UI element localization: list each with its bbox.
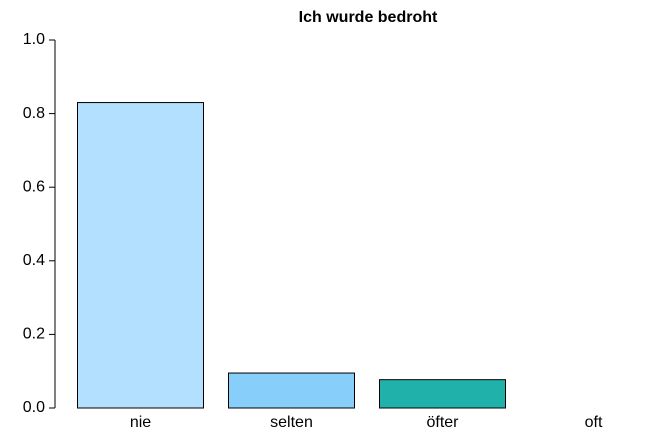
y-tick-label: 1.0 (23, 31, 45, 48)
y-tick-label: 0.4 (23, 252, 45, 269)
y-tick-label: 0.0 (23, 399, 45, 416)
bar (228, 372, 355, 409)
y-tick-label: 0.6 (23, 178, 45, 195)
bar (379, 379, 506, 409)
y-tick-label: 0.8 (23, 105, 45, 122)
x-tick-label: nie (130, 414, 151, 431)
bar (77, 102, 204, 409)
chart-title: Ich wurde bedroht (299, 9, 438, 26)
y-tick-label: 0.2 (23, 326, 45, 343)
x-tick-label: oft (585, 414, 603, 431)
x-tick-label: selten (270, 414, 313, 431)
x-tick-label: öfter (426, 414, 459, 431)
